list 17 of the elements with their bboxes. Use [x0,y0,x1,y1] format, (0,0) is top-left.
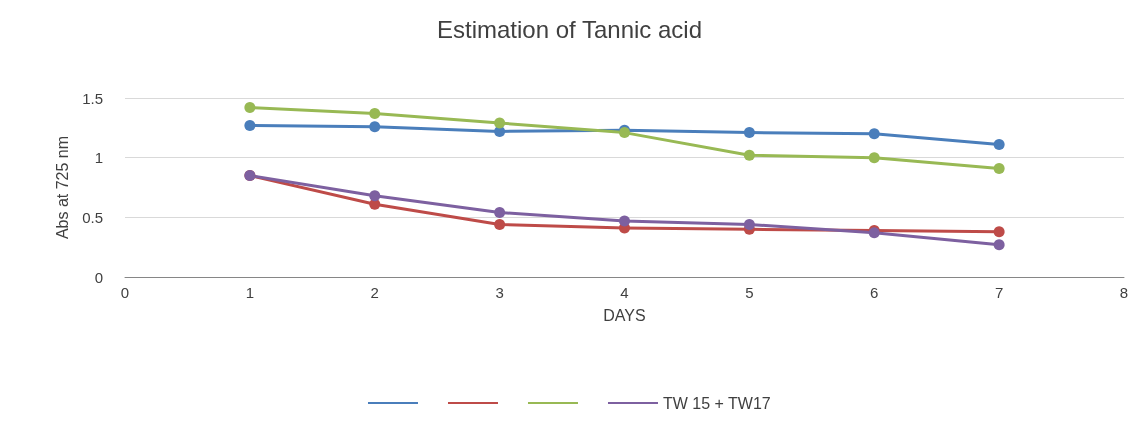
x-tick-label: 1 [245,284,255,301]
x-tick-label: 3 [495,284,504,301]
x-tick-label: 6 [870,284,879,301]
x-tick-label: 4 [620,284,629,301]
y-tick-label: 0 [94,268,103,286]
x-axis-title: DAYS [603,306,646,324]
legend-label: TW 15 + TW17 [662,394,771,412]
y-tick-label: 1 [94,149,103,167]
y-tick-label: 0.5 [82,208,103,226]
y-tick-label: 1.5 [82,89,103,107]
x-tick-label: 2 [370,284,379,301]
y-axis-title: Abs at 725 nm [53,135,71,240]
x-tick-label: 8 [1119,284,1129,301]
x-tick-label: 5 [745,284,754,301]
chart-title: Estimation of Tannic acid [436,15,703,43]
x-tick-label: 7 [994,284,1004,301]
x-tick-label: 0 [120,284,130,301]
